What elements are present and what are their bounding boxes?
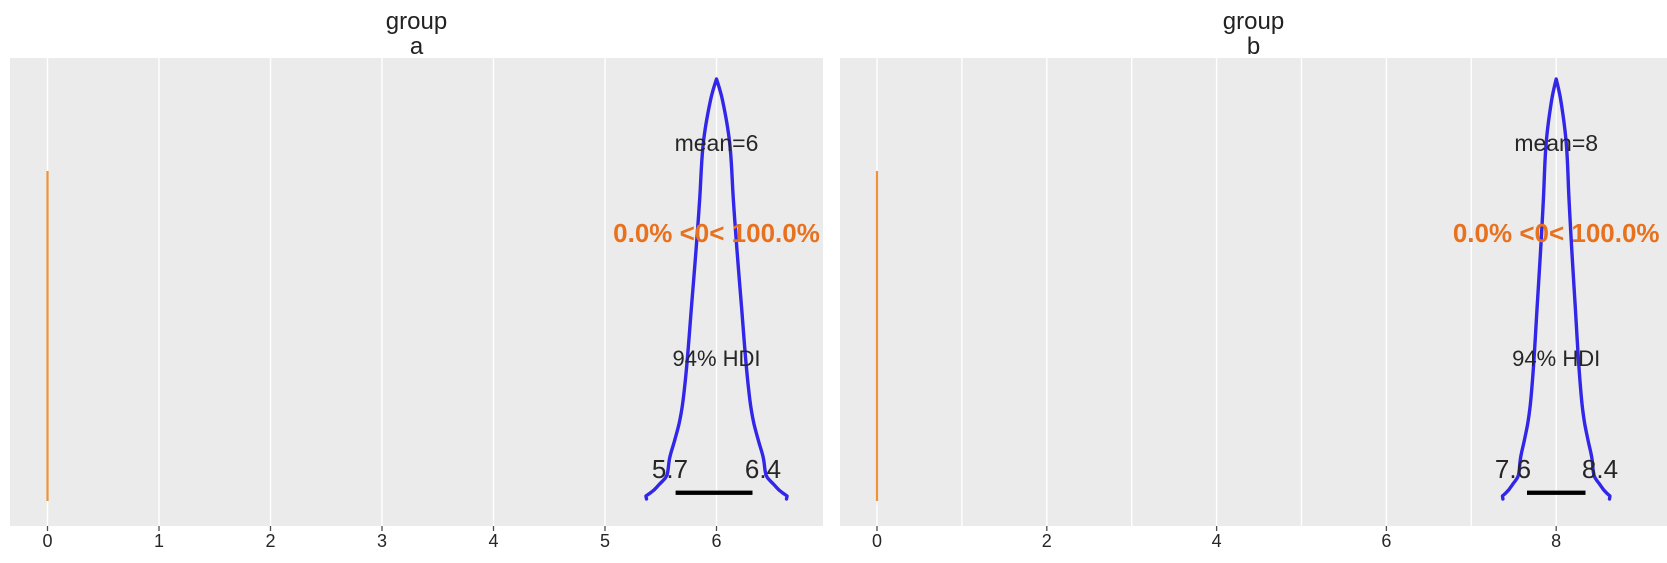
svg-text:5.7: 5.7: [652, 454, 688, 484]
svg-text:8.4: 8.4: [1582, 454, 1618, 484]
svg-text:94% HDI: 94% HDI: [1512, 346, 1600, 371]
svg-text:mean=6: mean=6: [675, 130, 759, 156]
svg-text:7.6: 7.6: [1495, 454, 1531, 484]
svg-text:94% HDI: 94% HDI: [672, 346, 760, 371]
svg-text:6.4: 6.4: [745, 454, 781, 484]
svg-text:mean=8: mean=8: [1514, 130, 1598, 156]
svg-text:0.0% <0< 100.0%: 0.0% <0< 100.0%: [613, 218, 820, 248]
svg-text:0.0% <0< 100.0%: 0.0% <0< 100.0%: [1453, 218, 1660, 248]
